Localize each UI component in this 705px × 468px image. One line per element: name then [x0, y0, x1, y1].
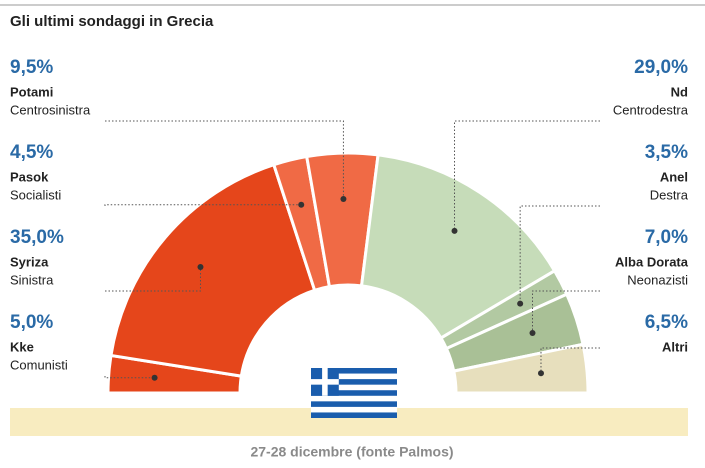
leader-line	[104, 376, 155, 379]
source-note: 27-28 dicembre (fonte Palmos)	[250, 444, 453, 460]
party-name: Syriza	[10, 254, 49, 269]
leader-line	[519, 205, 600, 304]
value-label: 29,0%	[634, 57, 688, 78]
value-label: 7,0%	[645, 227, 688, 248]
party-name: Pasok	[10, 169, 49, 184]
slice	[109, 162, 317, 378]
leader-dot	[451, 227, 458, 234]
party-name: Anel	[660, 169, 688, 184]
flag-stripe	[311, 384, 397, 391]
party-description: Comunisti	[10, 357, 68, 372]
leader-line	[105, 120, 344, 200]
leader-dot	[529, 330, 536, 337]
flag-stripe	[311, 395, 397, 402]
party-description: Destra	[650, 187, 689, 202]
leader-dot	[151, 374, 158, 381]
party-name: Nd	[671, 84, 688, 99]
party-description: Neonazisti	[627, 272, 688, 287]
party-name: Alba Dorata	[615, 254, 689, 269]
value-label: 6,5%	[645, 312, 688, 333]
party-description: Socialisti	[10, 187, 61, 202]
party-name: Kke	[10, 339, 34, 354]
flag-cross	[311, 379, 339, 385]
leader-dot	[537, 370, 544, 377]
slice	[359, 153, 557, 341]
flag-stripe	[311, 373, 397, 380]
value-label: 4,5%	[10, 142, 53, 163]
leader-dot	[517, 300, 524, 307]
chart-title: Gli ultimi sondaggi in Grecia	[10, 13, 214, 30]
party-description: Centrosinistra	[10, 102, 91, 117]
party-name: Potami	[10, 84, 53, 99]
value-label: 35,0%	[10, 227, 64, 248]
slice	[451, 342, 590, 395]
party-name: Altri	[662, 339, 688, 354]
leader-dot	[197, 264, 204, 271]
leader-line	[104, 204, 302, 206]
party-description: Sinistra	[10, 272, 54, 287]
party-description: Centrodestra	[613, 102, 689, 117]
flag-stripe	[311, 406, 397, 413]
value-label: 5,0%	[10, 312, 53, 333]
value-label: 9,5%	[10, 57, 53, 78]
leader-dot	[298, 201, 305, 208]
leader-line	[105, 267, 201, 292]
leader-line	[532, 290, 600, 334]
value-label: 3,5%	[645, 142, 688, 163]
leader-dot	[340, 196, 347, 203]
greek-flag	[311, 368, 397, 418]
